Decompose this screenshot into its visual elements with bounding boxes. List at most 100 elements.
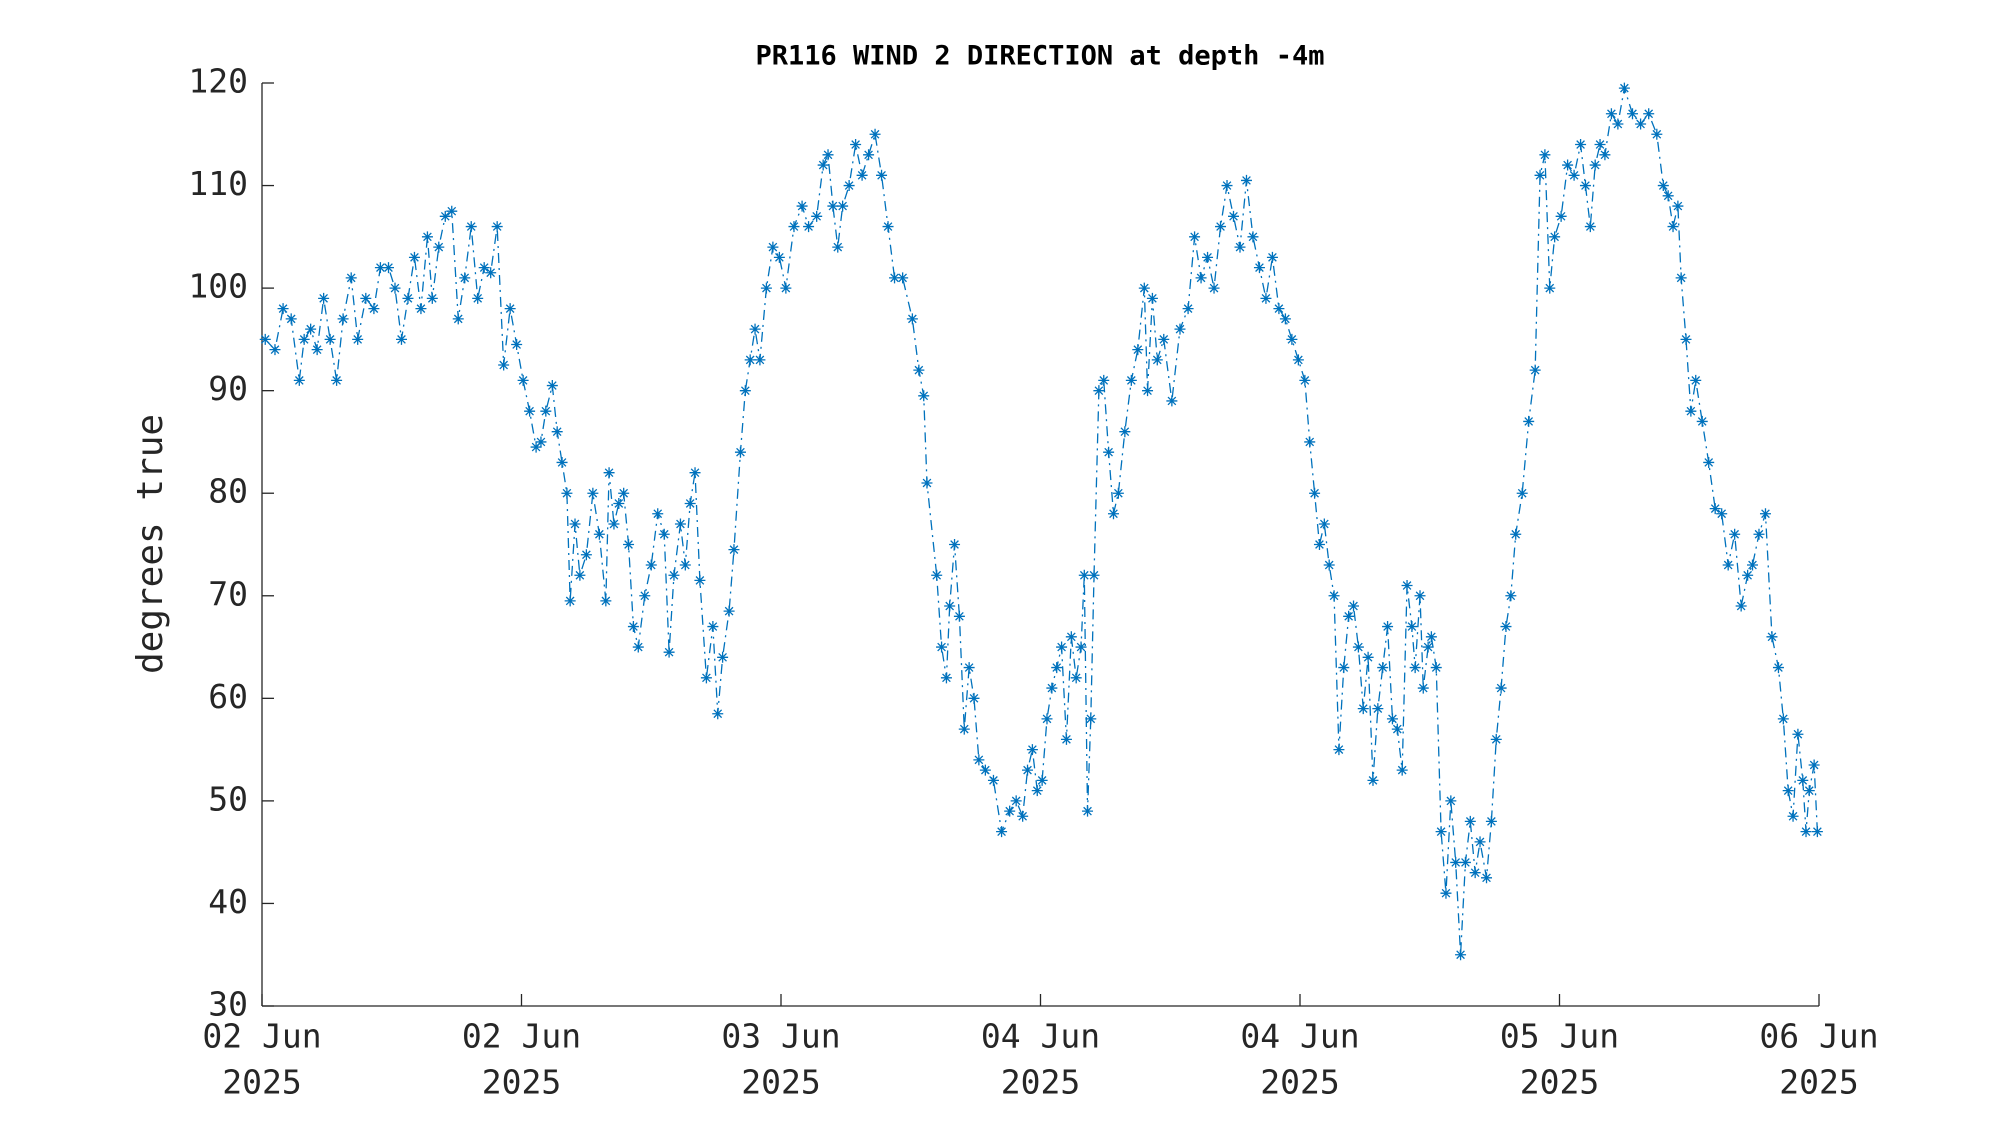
data-point <box>1435 826 1447 838</box>
data-point <box>1060 733 1072 745</box>
data-point <box>1228 210 1239 222</box>
data-point <box>843 180 855 192</box>
data-point <box>569 518 581 530</box>
data-point <box>1544 282 1556 294</box>
data-point <box>1811 826 1823 838</box>
data-point <box>1716 508 1728 520</box>
data-point <box>439 210 451 222</box>
data-point <box>421 231 433 243</box>
data-point <box>918 390 930 402</box>
data-point <box>1782 785 1794 797</box>
data-point <box>856 169 868 181</box>
data-point <box>1672 200 1684 212</box>
data-point <box>459 272 471 284</box>
data-point <box>1579 180 1591 192</box>
data-point <box>1299 374 1311 386</box>
data-point <box>689 467 701 479</box>
data-point <box>684 497 696 509</box>
data-point <box>603 467 615 479</box>
data-point <box>1430 662 1442 674</box>
data-point <box>1221 180 1233 192</box>
data-point <box>1031 785 1043 797</box>
data-point <box>608 518 620 530</box>
data-point <box>318 292 330 304</box>
data-point <box>1075 641 1087 653</box>
data-point <box>936 641 948 653</box>
data-point <box>1142 385 1154 397</box>
x-tick-label: 2025 <box>1779 1063 1858 1102</box>
data-point <box>1318 518 1330 530</box>
data-point <box>485 267 497 279</box>
data-point <box>1377 662 1389 674</box>
data-point <box>827 200 839 212</box>
data-point <box>1742 569 1754 581</box>
data-point <box>1078 569 1090 581</box>
data-point <box>1529 364 1541 376</box>
data-point <box>1753 528 1765 540</box>
data-point <box>1333 744 1345 756</box>
data-point <box>1445 795 1457 807</box>
data-point <box>1626 108 1638 120</box>
data-point <box>1797 774 1809 786</box>
data-point <box>1505 590 1517 602</box>
data-point <box>1182 303 1194 315</box>
data-point <box>1253 262 1265 274</box>
data-point <box>1174 323 1186 335</box>
data-point <box>1735 600 1747 612</box>
data-point <box>368 303 380 315</box>
data-point <box>734 446 746 458</box>
data-line <box>264 87 1819 955</box>
data-point <box>1146 292 1158 304</box>
data-point <box>953 610 965 622</box>
x-tick-label: 2025 <box>741 1063 820 1102</box>
data-point <box>645 559 657 571</box>
data-point <box>1722 559 1734 571</box>
data-point <box>623 539 635 550</box>
data-point <box>374 262 386 274</box>
data-point <box>1292 354 1304 366</box>
data-point <box>535 436 547 448</box>
data-point <box>1455 949 1467 961</box>
x-tick-label: 2025 <box>222 1063 301 1102</box>
data-point <box>1286 333 1298 345</box>
data-point <box>298 333 310 345</box>
data-point <box>1151 354 1163 366</box>
data-point <box>1555 210 1567 222</box>
data-point <box>1675 272 1687 284</box>
y-tick-label: 60 <box>208 677 248 716</box>
data-point <box>749 323 761 335</box>
data-point <box>1367 774 1379 786</box>
data-point <box>1017 810 1029 822</box>
data-point <box>587 487 599 499</box>
data-point <box>712 708 724 720</box>
data-point <box>963 662 975 674</box>
data-point <box>1357 703 1369 715</box>
data-point <box>1195 272 1207 284</box>
data-point <box>1534 169 1546 181</box>
data-point <box>1215 221 1227 233</box>
data-point <box>580 549 592 561</box>
data-point <box>1208 282 1220 294</box>
data-point <box>1605 108 1617 120</box>
data-point <box>668 569 680 581</box>
data-point <box>1362 651 1374 663</box>
data-point <box>1352 641 1364 653</box>
data-point <box>1260 292 1272 304</box>
data-point <box>540 405 552 417</box>
data-point <box>1549 231 1561 243</box>
data-point <box>452 313 464 325</box>
y-tick-label: 30 <box>208 985 248 1024</box>
data-point <box>530 441 542 453</box>
data-point <box>700 672 712 684</box>
data-point <box>408 251 420 263</box>
data-point <box>1323 559 1335 571</box>
data-point <box>1523 415 1535 427</box>
x-tick-label: 02 Jun <box>462 1017 581 1056</box>
data-point <box>968 692 980 704</box>
data-point <box>551 426 563 438</box>
data-point <box>1065 631 1077 643</box>
data-point <box>1490 733 1502 745</box>
data-point <box>1202 251 1214 263</box>
data-point <box>337 313 349 325</box>
